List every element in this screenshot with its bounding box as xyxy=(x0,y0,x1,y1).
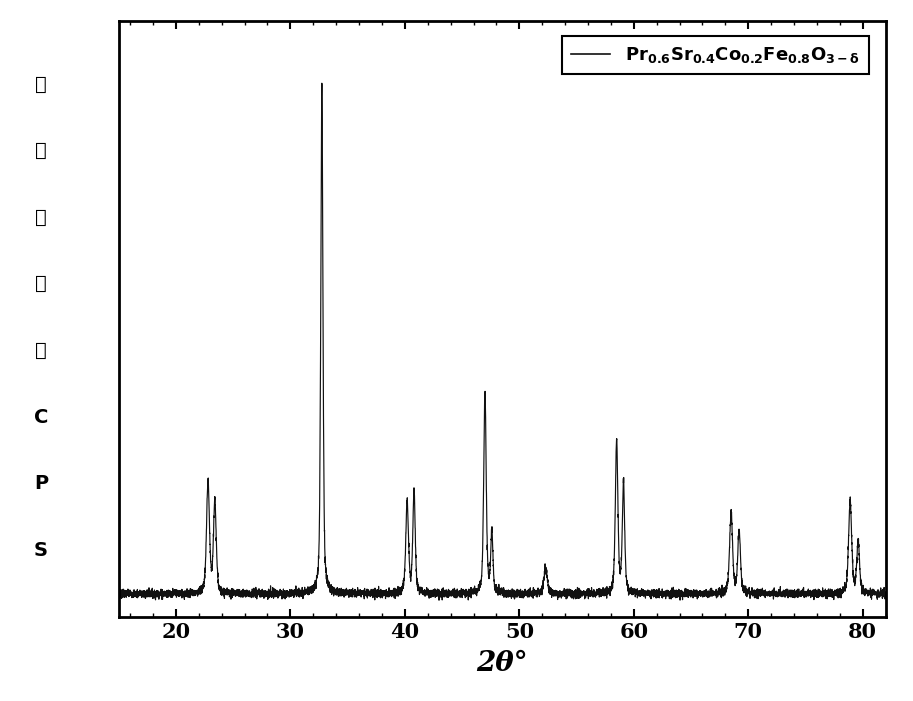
Text: 度: 度 xyxy=(36,274,47,294)
Legend: $\mathbf{Pr_{0.6}Sr_{0.4}Co_{0.2}Fe_{0.8}O_{3-\delta}}$: $\mathbf{Pr_{0.6}Sr_{0.4}Co_{0.2}Fe_{0.8… xyxy=(561,36,869,74)
Text: 对: 对 xyxy=(36,141,47,161)
Text: ，: ， xyxy=(36,341,47,360)
Text: C: C xyxy=(34,407,48,427)
X-axis label: 2θ°: 2θ° xyxy=(477,650,528,677)
Text: 相: 相 xyxy=(36,74,47,94)
Text: 强: 强 xyxy=(36,207,47,227)
Text: P: P xyxy=(34,474,48,494)
Text: S: S xyxy=(34,540,48,560)
